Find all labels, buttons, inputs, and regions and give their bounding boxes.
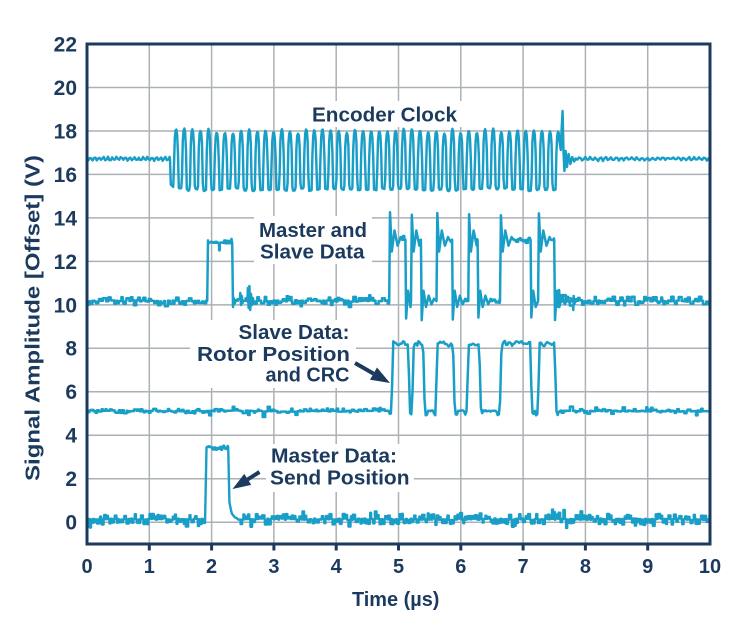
svg-text:10: 10 [54,294,77,317]
svg-text:2: 2 [65,468,77,491]
svg-text:16: 16 [54,164,77,187]
svg-text:Time (µs): Time (µs) [352,589,440,611]
svg-text:1: 1 [144,556,155,578]
svg-text:3: 3 [268,556,279,578]
svg-text:Master and: Master and [259,220,367,242]
svg-text:4: 4 [331,556,343,578]
svg-text:6: 6 [455,556,466,578]
svg-text:14: 14 [54,207,78,230]
svg-text:Master Data:: Master Data: [271,446,397,468]
svg-text:2: 2 [206,556,217,578]
svg-text:Send Position: Send Position [270,467,410,489]
svg-text:18: 18 [54,120,78,143]
svg-text:Encoder Clock: Encoder Clock [312,104,458,126]
svg-text:20: 20 [54,77,77,100]
svg-text:7: 7 [518,556,529,578]
svg-text:22: 22 [54,33,77,56]
svg-text:Rotor Position: Rotor Position [197,344,350,366]
svg-text:6: 6 [65,381,77,404]
svg-text:Slave Data: Slave Data [260,241,365,263]
svg-text:0: 0 [65,512,77,535]
svg-text:12: 12 [54,251,77,274]
svg-text:10: 10 [699,556,721,578]
svg-text:8: 8 [580,556,591,578]
svg-text:Signal Amplitude [Offset] (V): Signal Amplitude [Offset] (V) [23,155,45,481]
svg-text:4: 4 [65,425,77,448]
svg-text:9: 9 [642,556,653,578]
svg-text:and CRC: and CRC [266,365,350,387]
svg-text:8: 8 [65,338,77,361]
svg-text:Slave Data:: Slave Data: [239,322,350,344]
svg-text:5: 5 [393,556,404,578]
svg-text:0: 0 [81,556,92,578]
